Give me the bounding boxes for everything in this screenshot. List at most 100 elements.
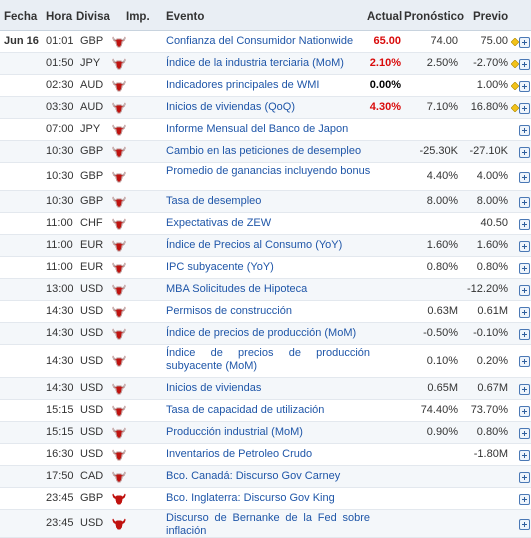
bull-icon bbox=[112, 36, 126, 48]
bull-icon bbox=[112, 493, 126, 505]
table-row[interactable]: 07:00 JPY Informe Mensual del Banco de Jap… bbox=[0, 119, 531, 141]
expand-icon[interactable] bbox=[519, 241, 530, 252]
bull-icon bbox=[112, 102, 126, 114]
event-link[interactable]: Inventarios de Petroleo Crudo bbox=[166, 448, 313, 460]
row-time: 14:30 bbox=[46, 382, 74, 394]
event-link[interactable]: Cambio en las peticiones de desempleo bbox=[166, 145, 362, 157]
diamond-icon[interactable] bbox=[511, 82, 519, 90]
event-link[interactable]: Inicios de viviendas bbox=[166, 382, 262, 394]
table-row[interactable]: 14:30 USD Índice de precios de producción … bbox=[0, 323, 531, 345]
importance-rating bbox=[112, 306, 162, 318]
expand-icon[interactable] bbox=[519, 263, 530, 274]
expand-icon[interactable] bbox=[519, 406, 530, 417]
previous-value: -2.70% bbox=[473, 57, 508, 69]
event-link[interactable]: Promedio de ganancias incluyendo bonus bbox=[166, 165, 371, 177]
row-time: 03:30 bbox=[46, 101, 74, 113]
col-previo[interactable]: Previo bbox=[473, 11, 509, 23]
table-row[interactable]: 16:30 USD Inventarios de Petroleo Crudo -1.… bbox=[0, 444, 531, 466]
table-row[interactable]: 17:50 CAD Bco. Canadá: Discurso Gov Carney bbox=[0, 466, 531, 488]
table-row[interactable]: 01:50 JPY Índice de la industria terciaria… bbox=[0, 53, 531, 75]
col-fecha[interactable]: Fecha bbox=[4, 11, 38, 23]
expand-icon[interactable] bbox=[519, 125, 530, 136]
expand-icon[interactable] bbox=[519, 172, 530, 183]
previous-value: 0.67M bbox=[477, 382, 508, 394]
previous-value: 1.60% bbox=[476, 239, 508, 251]
forecast-value: 0.80% bbox=[426, 261, 458, 273]
expand-icon[interactable] bbox=[519, 285, 530, 296]
row-currency: JPY bbox=[80, 57, 101, 69]
event-link[interactable]: Inicios de viviendas (QoQ) bbox=[166, 101, 295, 113]
expand-icon[interactable] bbox=[519, 103, 530, 114]
event-link[interactable]: Tasa de desempleo bbox=[166, 195, 262, 207]
expand-icon[interactable] bbox=[519, 519, 530, 530]
expand-icon[interactable] bbox=[519, 37, 530, 48]
expand-icon[interactable] bbox=[519, 384, 530, 395]
table-row[interactable]: 23:45 USD Discurso de Bernanke de la Fed s… bbox=[0, 510, 531, 538]
expand-icon[interactable] bbox=[519, 450, 530, 461]
forecast-value: -0.50% bbox=[423, 327, 458, 339]
expand-icon[interactable] bbox=[519, 329, 530, 340]
row-time: 23:45 bbox=[46, 517, 74, 529]
table-row[interactable]: 02:30 AUD Indicadores principales de WMI 0.… bbox=[0, 75, 531, 97]
event-link[interactable]: Índice de la industria terciaria (MoM) bbox=[166, 57, 344, 69]
event-link[interactable]: Bco. Canadá: Discurso Gov Carney bbox=[166, 470, 341, 482]
expand-icon[interactable] bbox=[519, 428, 530, 439]
table-row[interactable]: 10:30 GBP Cambio en las peticiones de dese… bbox=[0, 141, 531, 163]
event-link[interactable]: Bco. Inglaterra: Discurso Gov King bbox=[166, 492, 335, 504]
diamond-icon[interactable] bbox=[511, 60, 519, 68]
event-link[interactable]: Producción industrial (MoM) bbox=[166, 426, 303, 438]
col-evento[interactable]: Evento bbox=[166, 11, 205, 23]
table-row[interactable]: 14:30 USD Índice de precios de producción … bbox=[0, 345, 531, 378]
expand-icon[interactable] bbox=[519, 472, 530, 483]
expand-icon[interactable] bbox=[519, 356, 530, 367]
table-row[interactable]: 13:00 USD MBA Solicitudes de Hipoteca -12.2… bbox=[0, 279, 531, 301]
row-currency: GBP bbox=[80, 170, 104, 182]
table-row[interactable]: 23:45 GBP Bco. Inglaterra: Discurso Gov Ki… bbox=[0, 488, 531, 510]
row-time: 14:30 bbox=[46, 355, 74, 367]
table-row[interactable]: 11:00 EUR Índice de Precios al Consumo (Yo… bbox=[0, 235, 531, 257]
event-link[interactable]: Índice de precios de producción (MoM) bbox=[166, 327, 357, 339]
expand-icon[interactable] bbox=[519, 197, 530, 208]
event-link[interactable]: Indicadores principales de WMI bbox=[166, 79, 320, 91]
event-link[interactable]: Informe Mensual del Banco de Japon bbox=[166, 123, 349, 135]
expand-icon[interactable] bbox=[519, 59, 530, 70]
table-row[interactable]: 14:30 USD Inicios de viviendas 0.65M 0.67M bbox=[0, 378, 531, 400]
event-link[interactable]: Permisos de construcción bbox=[166, 305, 292, 317]
table-row[interactable]: 15:15 USD Tasa de capacidad de utilización… bbox=[0, 400, 531, 422]
expand-icon[interactable] bbox=[519, 147, 530, 158]
table-row[interactable]: 10:30 GBP Promedio de ganancias incluyendo… bbox=[0, 163, 531, 191]
event-link[interactable]: IPC subyacente (YoY) bbox=[166, 261, 274, 273]
expand-icon[interactable] bbox=[519, 219, 530, 230]
importance-rating bbox=[112, 58, 162, 70]
event-link[interactable]: Tasa de capacidad de utilización bbox=[166, 404, 325, 416]
col-actual[interactable]: Actual bbox=[367, 11, 403, 23]
table-row[interactable]: 11:00 CHF Expectativas de ZEW 40.50 bbox=[0, 213, 531, 235]
table-row[interactable]: 10:30 GBP Tasa de desempleo 8.00% 8.00% bbox=[0, 191, 531, 213]
importance-rating bbox=[112, 383, 162, 395]
col-imp[interactable]: Imp. bbox=[126, 11, 150, 23]
event-link[interactable]: Discurso de Bernanke de la Fed sobre inf… bbox=[166, 512, 370, 537]
row-currency: USD bbox=[80, 327, 104, 339]
table-row[interactable]: 14:30 USD Permisos de construcción 0.63M 0.6… bbox=[0, 301, 531, 323]
event-link[interactable]: Expectativas de ZEW bbox=[166, 217, 272, 229]
event-link[interactable]: Índice de precios de producción subyacen… bbox=[166, 347, 370, 372]
event-link[interactable]: MBA Solicitudes de Hipoteca bbox=[166, 283, 308, 295]
expand-icon[interactable] bbox=[519, 307, 530, 318]
table-row[interactable]: Jun 16 01:01 GBP Confianza del Consumidor N… bbox=[0, 31, 531, 53]
diamond-icon[interactable] bbox=[511, 38, 519, 46]
col-hora[interactable]: Hora bbox=[46, 11, 73, 23]
bull-icon bbox=[112, 80, 126, 92]
importance-rating bbox=[112, 405, 162, 417]
diamond-icon[interactable] bbox=[511, 104, 519, 112]
table-row[interactable]: 03:30 AUD Inicios de viviendas (QoQ) 4.30% 7… bbox=[0, 97, 531, 119]
expand-icon[interactable] bbox=[519, 494, 530, 505]
forecast-value: -25.30K bbox=[419, 145, 458, 157]
table-row[interactable]: 11:00 EUR IPC subyacente (YoY) 0.80% 0.80% bbox=[0, 257, 531, 279]
table-row[interactable]: 15:15 USD Producción industrial (MoM) 0.90%… bbox=[0, 422, 531, 444]
col-pronostico[interactable]: Pronóstico bbox=[404, 11, 465, 23]
expand-icon[interactable] bbox=[519, 81, 530, 92]
col-divisa[interactable]: Divisa bbox=[76, 11, 110, 23]
event-link[interactable]: Índice de Precios al Consumo (YoY) bbox=[166, 239, 343, 251]
event-link[interactable]: Confianza del Consumidor Nationwide bbox=[166, 35, 354, 47]
